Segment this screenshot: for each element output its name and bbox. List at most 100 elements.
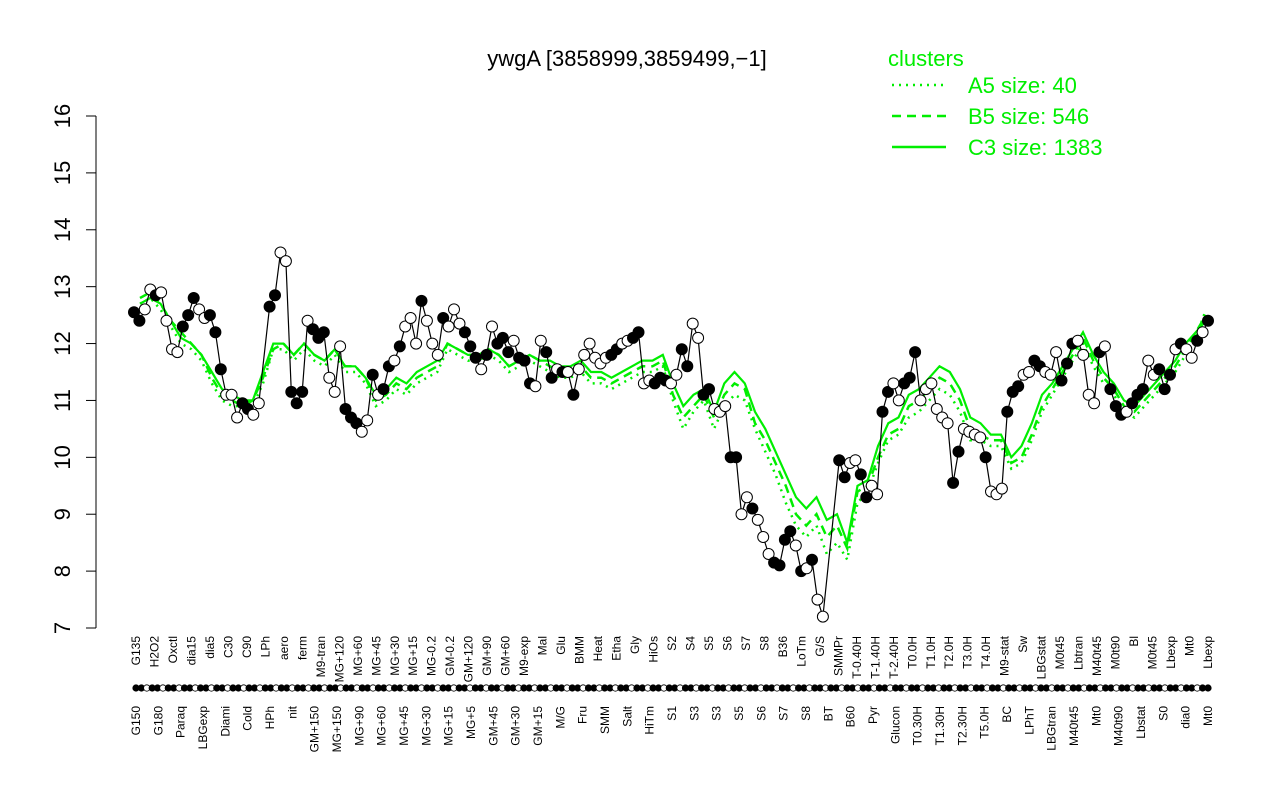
x-tick-label: GM+90 bbox=[480, 636, 494, 676]
data-point bbox=[437, 312, 450, 324]
data-point bbox=[182, 309, 195, 322]
data-point bbox=[1164, 368, 1176, 381]
x-tick-label: BC bbox=[1000, 706, 1014, 723]
data-point bbox=[540, 346, 553, 359]
cluster-lines bbox=[139, 290, 1208, 564]
data-point bbox=[442, 320, 455, 333]
x-tick-label: S6 bbox=[754, 706, 768, 721]
y-tick-label: 12 bbox=[50, 331, 75, 355]
data-point bbox=[1071, 334, 1084, 347]
x-tick-label: C30 bbox=[221, 636, 235, 658]
data-point bbox=[518, 354, 531, 367]
y-tick-label: 7 bbox=[50, 622, 75, 634]
x-tick-label: T1.0H bbox=[924, 636, 938, 669]
x-tick-label: MG+45 bbox=[369, 636, 383, 676]
x-tick-label: Mt0 bbox=[1183, 636, 1197, 656]
data-point bbox=[773, 559, 786, 572]
data-point bbox=[317, 326, 330, 339]
x-tick-label: G150 bbox=[129, 706, 143, 736]
data-point bbox=[323, 371, 336, 384]
data-point bbox=[366, 368, 379, 381]
y-tick-label: 9 bbox=[50, 508, 75, 520]
data-point bbox=[854, 468, 867, 481]
data-point bbox=[1153, 363, 1166, 376]
data-point bbox=[578, 348, 591, 361]
data-point bbox=[692, 331, 705, 344]
data-point bbox=[1061, 357, 1073, 370]
data-point bbox=[1202, 314, 1214, 327]
x-tick-label: Heat bbox=[591, 635, 605, 661]
data-point bbox=[420, 314, 433, 327]
data-point bbox=[1180, 343, 1193, 356]
data-point bbox=[290, 397, 303, 410]
x-tick-label: Lbstat bbox=[1134, 705, 1148, 738]
x-tick-label: nit bbox=[285, 705, 299, 718]
x-tick-label: MG+30 bbox=[388, 636, 402, 676]
x-tick-label: M9-tran bbox=[314, 636, 328, 677]
data-point bbox=[979, 451, 992, 464]
data-point bbox=[947, 476, 960, 489]
x-tick-label: M0t45 bbox=[1053, 636, 1067, 670]
data-point bbox=[865, 479, 878, 492]
data-point bbox=[307, 323, 319, 336]
data-point bbox=[871, 488, 884, 501]
data-point bbox=[730, 451, 743, 464]
data-point bbox=[572, 363, 585, 376]
x-tick-label: S6 bbox=[720, 636, 734, 651]
data-point bbox=[681, 360, 694, 373]
x-tick-label: S7 bbox=[739, 636, 753, 651]
data-point bbox=[176, 320, 189, 333]
x-tick-label: LPh bbox=[258, 636, 272, 657]
data-point bbox=[534, 334, 547, 347]
data-point bbox=[187, 292, 200, 304]
data-point bbox=[806, 553, 818, 566]
data-point bbox=[789, 539, 802, 552]
x-axis: G135 H2O2 Oxctl dia15 dia5 C30 C90 LPh aero ferm M… bbox=[129, 635, 1215, 752]
data-point bbox=[453, 317, 466, 330]
y-tick-label: 14 bbox=[50, 218, 75, 242]
data-point bbox=[203, 309, 216, 322]
data-point bbox=[675, 343, 688, 356]
data-point bbox=[377, 383, 390, 396]
data-point bbox=[778, 533, 791, 546]
x-tick-label: LBGexp bbox=[196, 706, 210, 750]
x-tick-label: Etha bbox=[610, 636, 624, 661]
data-point bbox=[464, 340, 477, 353]
x-tick-label: LBGtran bbox=[1045, 706, 1059, 751]
data-point bbox=[719, 400, 732, 413]
x-tick-label: MG+90 bbox=[352, 706, 366, 746]
data-point bbox=[1098, 340, 1111, 353]
x-tick-label: M40t45 bbox=[1090, 636, 1104, 676]
data-point bbox=[925, 377, 938, 390]
data-point bbox=[334, 340, 347, 353]
legend-entry: A5 size: 40 bbox=[968, 73, 1077, 98]
x-tick-label: SMM bbox=[598, 706, 612, 734]
data-point bbox=[930, 403, 943, 415]
x-tick-label: GM+15 bbox=[531, 706, 545, 746]
y-axis: 7 8 9 10 11 12 13 14 15 16 bbox=[50, 104, 97, 634]
x-tick-label: G/S bbox=[813, 636, 827, 657]
legend-title: clusters bbox=[888, 46, 964, 71]
data-point bbox=[545, 371, 558, 384]
data-point bbox=[458, 326, 471, 339]
data-point bbox=[974, 431, 987, 444]
data-point bbox=[995, 482, 1008, 495]
data-point bbox=[296, 385, 309, 398]
x-tick-label: dia5 bbox=[203, 636, 217, 659]
data-points bbox=[128, 246, 1214, 623]
x-tick-label: S7 bbox=[777, 706, 791, 721]
data-point bbox=[800, 562, 813, 575]
data-point bbox=[665, 377, 677, 390]
data-point bbox=[849, 454, 862, 467]
x-tick-label: Paraq bbox=[174, 706, 188, 738]
y-tick-label: 11 bbox=[50, 389, 75, 412]
data-point bbox=[838, 471, 851, 484]
x-tick-label: M0t45 bbox=[1146, 636, 1160, 670]
data-point bbox=[909, 346, 922, 359]
x-tick-label: S3 bbox=[687, 706, 701, 721]
x-tick-label: GM-0.2 bbox=[443, 636, 457, 676]
data-point bbox=[415, 294, 428, 307]
data-point bbox=[735, 508, 748, 521]
data-point bbox=[1191, 334, 1204, 347]
